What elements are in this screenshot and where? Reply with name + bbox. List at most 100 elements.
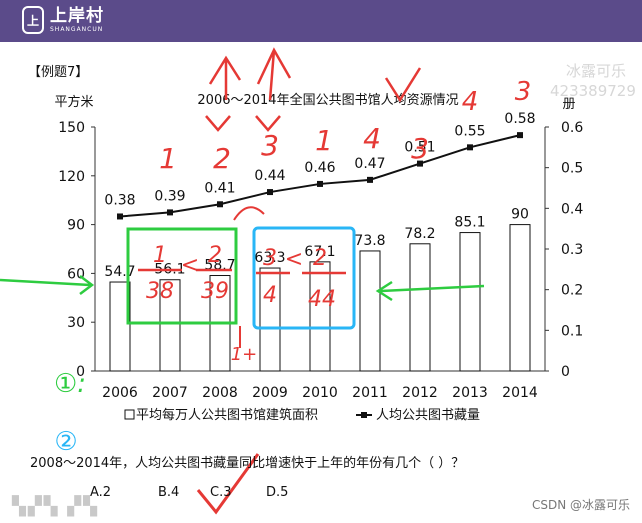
example-label: 【例题7】 (28, 65, 89, 80)
y-right-tick-label: 0.2 (561, 283, 583, 299)
bar-2007 (159, 279, 181, 372)
bar-label: 85.1 (454, 215, 485, 231)
option-b[interactable]: B.4 (158, 485, 180, 500)
x-tick-label: 2008 (202, 385, 238, 401)
y-right-tick-label: 0 (561, 364, 570, 380)
red-note: 1+ (231, 344, 258, 365)
bar-label: 78.2 (404, 226, 435, 242)
bar-2014 (509, 224, 531, 372)
brand-logo: 上 上岸村 SHANGANCUN (22, 6, 104, 34)
x-tick-label: 2012 (402, 385, 438, 401)
red-digit: 2 (213, 142, 231, 175)
option-d[interactable]: D.5 (266, 485, 289, 500)
red-arrow-up (208, 55, 242, 100)
bar-label: 54.7 (104, 264, 135, 280)
red-checkmark (384, 67, 422, 103)
green-arrow-right (0, 275, 95, 295)
red-digit: 4 (363, 122, 381, 155)
bar-2013 (459, 232, 481, 372)
red-bracket (233, 206, 265, 221)
bar-2006 (109, 281, 131, 372)
answer-checkmark (196, 453, 260, 515)
line-point-label: 0.55 (454, 123, 485, 139)
green-arrow-left (375, 280, 485, 302)
answer-options: A.2 B.4 C.3 D.5 (90, 485, 288, 500)
x-tick-label: 2013 (452, 385, 488, 401)
line-point-label: 0.46 (304, 160, 335, 176)
watermark-name: 冰露可乐 (566, 62, 627, 80)
x-tick-label: 2006 (102, 385, 138, 401)
legend-label-line: 人均公共图书藏量 (376, 408, 480, 423)
option-a[interactable]: A.2 (90, 485, 112, 500)
y-left-tick-label: 120 (58, 169, 85, 185)
fraction-denominator: 38 (146, 279, 174, 304)
line-point-2013 (467, 144, 473, 151)
red-arrow-up (256, 47, 292, 101)
fraction-denominator: 4 (263, 283, 277, 308)
line-point-label: 0.41 (204, 180, 235, 196)
y-right-axis-label: 册 (562, 97, 575, 112)
watermark-id: 423389729 (550, 82, 636, 100)
y-right-tick-label: 0.4 (561, 201, 583, 217)
red-digit: 3 (261, 129, 279, 162)
line-point-2006 (117, 213, 123, 220)
y-right-tick-label: 0.3 (561, 242, 583, 258)
line-point-2009 (267, 189, 273, 196)
line-point-label: 0.39 (154, 188, 185, 204)
line-point-2010 (317, 180, 323, 187)
line-point-2014 (517, 132, 523, 139)
bar-label: 67.1 (304, 244, 335, 260)
step-marker-2: ② (54, 427, 77, 457)
legend-marker-line (361, 412, 367, 418)
bar-2010 (309, 261, 331, 372)
line-point-label: 0.51 (404, 140, 435, 156)
x-tick-label: 2014 (502, 385, 538, 401)
comparison-sign: < (285, 247, 303, 272)
x-tick-label: 2007 (152, 385, 188, 401)
y-left-tick-label: 0 (76, 364, 85, 380)
y-right-tick-label: 0.5 (561, 161, 583, 177)
step-marker-1: ①: (54, 369, 86, 399)
option-c[interactable]: C.3 (210, 485, 232, 500)
fraction-numerator: 1 (153, 243, 167, 268)
line-point-label: 0.38 (104, 192, 135, 208)
y-left-tick-label: 60 (67, 266, 85, 282)
x-tick-label: 2009 (252, 385, 288, 401)
y-left-axis-label: 平方米 (54, 94, 93, 110)
line-point-2008 (217, 201, 223, 208)
red-digit: 1 (315, 124, 333, 157)
legend-swatch-bar (124, 409, 135, 420)
bar-2012 (409, 243, 431, 372)
line-point-2011 (367, 176, 373, 183)
green-highlight-box (126, 227, 238, 325)
red-chevron (255, 115, 281, 132)
fraction-denominator: 39 (201, 279, 229, 304)
top-banner: 上 上岸村 SHANGANCUN (0, 0, 642, 42)
corner-watermark: ▚▞▚ ▞▚ (12, 496, 99, 517)
y-left-tick-label: 30 (67, 315, 85, 331)
red-digit: 3 (411, 132, 429, 165)
legend-label-bar: 平均每万人公共图书馆建筑面积 (136, 407, 318, 423)
fraction-denominator: 44 (308, 287, 336, 312)
red-chevron (205, 115, 231, 132)
logo-mark: 上 (22, 6, 44, 34)
fraction-numerator: 3 (263, 246, 277, 271)
line-point-label: 0.44 (254, 168, 285, 184)
line-point-label: 0.58 (504, 111, 535, 127)
bar-label: 73.8 (354, 233, 385, 249)
bar-2009 (259, 267, 281, 372)
brand-sub: SHANGANCUN (50, 25, 104, 33)
fraction-numerator: 2 (313, 246, 327, 271)
red-digit: 1 (159, 142, 177, 175)
x-tick-label: 2010 (302, 385, 338, 401)
bar-2011 (359, 250, 381, 372)
bar-label: 63.3 (254, 250, 285, 266)
y-left-tick-label: 150 (58, 120, 85, 136)
bar-label: 90 (511, 207, 529, 223)
y-right-tick-label: 0.1 (561, 323, 583, 339)
line-point-2007 (167, 209, 173, 216)
y-left-tick-label: 90 (67, 218, 85, 234)
comparison-sign: < (181, 253, 199, 278)
brand-name: 上岸村 (50, 5, 104, 26)
